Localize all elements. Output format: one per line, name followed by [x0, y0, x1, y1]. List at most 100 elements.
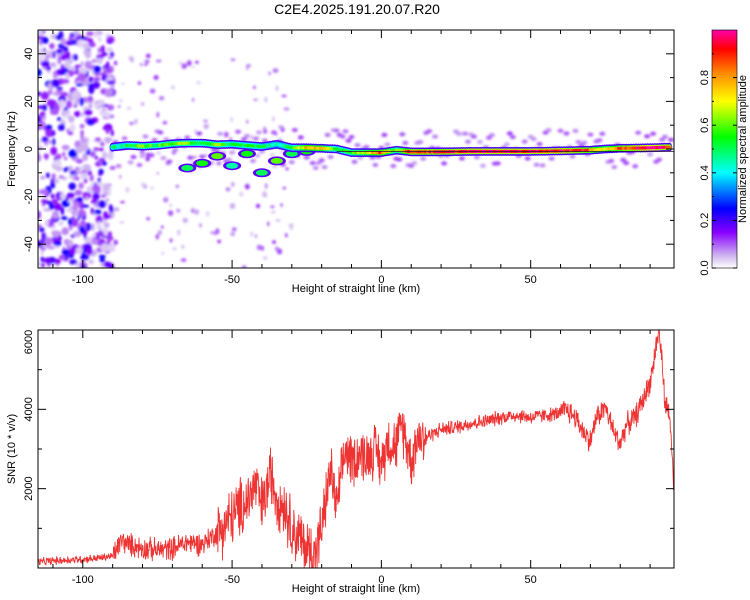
- noise-speckle: [84, 222, 92, 231]
- noise-speckle: [49, 43, 55, 50]
- noise-speckle: [92, 81, 101, 89]
- noise-speckle: [103, 261, 112, 268]
- noise-speckle: [88, 259, 95, 265]
- noise-speckle: [97, 221, 102, 229]
- noise-speckle: [54, 178, 60, 184]
- snr-ylabel: SNR (10 * v/v): [6, 414, 18, 484]
- ridge-haze: [494, 161, 501, 166]
- noise-speckle: [85, 151, 91, 156]
- noise-speckle: [75, 246, 83, 255]
- ridge-haze: [354, 143, 361, 148]
- ridge-haze: [241, 137, 247, 142]
- noise-speckle: [288, 223, 294, 227]
- ridge-haze: [539, 163, 546, 168]
- noise-speckle: [231, 227, 237, 232]
- noise-speckle: [194, 209, 200, 215]
- ridge-haze: [250, 158, 256, 163]
- snr-ytick-label: 6000: [23, 330, 35, 354]
- snr-xtick-label: 0: [378, 574, 384, 586]
- noise-speckle: [40, 249, 45, 256]
- noise-speckle: [42, 104, 47, 111]
- noise-speckle: [113, 207, 120, 212]
- noise-speckle: [52, 75, 59, 78]
- ridge-haze: [521, 139, 528, 144]
- noise-speckle: [282, 186, 286, 190]
- noise-speckle: [168, 210, 174, 217]
- ridge-haze: [372, 163, 379, 167]
- noise-speckle: [171, 85, 175, 90]
- noise-speckle: [91, 223, 95, 231]
- noise-speckle: [50, 146, 58, 156]
- ridge-haze: [309, 161, 316, 165]
- noise-speckle: [272, 240, 276, 244]
- noise-speckle: [100, 194, 107, 198]
- noise-speckle: [140, 63, 143, 67]
- colorbar-tick-label: 0.6: [699, 118, 711, 133]
- noise-speckle: [262, 194, 268, 198]
- noise-speckle: [285, 233, 288, 238]
- noise-speckle: [246, 66, 249, 71]
- noise-speckle: [72, 97, 77, 106]
- noise-speckle: [77, 73, 87, 82]
- ridge-haze: [488, 133, 495, 138]
- ridge-haze: [172, 147, 179, 152]
- spectrogram-xtick-label: -50: [224, 274, 240, 286]
- ridge-haze: [166, 159, 173, 164]
- lower-branch-blob: [285, 150, 298, 157]
- noise-speckle: [230, 116, 233, 123]
- noise-speckle: [72, 66, 76, 72]
- noise-speckle: [75, 176, 80, 181]
- spectrogram-ylabel: Frequency (Hz): [6, 111, 18, 187]
- noise-speckle: [56, 49, 63, 54]
- noise-speckle: [62, 46, 69, 53]
- noise-speckle: [75, 83, 84, 87]
- chart-title: C2E4.2025.191.20.07.R20: [274, 1, 440, 17]
- ridge-haze: [187, 155, 194, 160]
- noise-speckle: [169, 204, 173, 207]
- snr-plot-area: [38, 330, 674, 568]
- noise-speckle: [58, 175, 65, 179]
- noise-speckle: [156, 112, 160, 118]
- noise-speckle: [60, 190, 65, 198]
- noise-speckle: [60, 53, 68, 61]
- noise-speckle: [126, 106, 132, 110]
- noise-speckle: [43, 208, 52, 212]
- ridge-haze: [160, 156, 167, 161]
- noise-speckle: [44, 124, 53, 130]
- noise-speckle: [55, 153, 62, 160]
- noise-speckle: [58, 30, 64, 39]
- noise-speckle: [250, 135, 254, 139]
- ridge-haze: [253, 136, 259, 141]
- noise-speckle: [41, 37, 49, 44]
- noise-speckle: [108, 204, 113, 210]
- noise-speckle: [145, 156, 150, 162]
- noise-speckle: [113, 239, 118, 245]
- noise-speckle: [205, 210, 210, 217]
- noise-speckle: [48, 203, 55, 210]
- noise-speckle: [79, 124, 85, 129]
- noise-speckle: [246, 139, 252, 142]
- noise-speckle: [50, 62, 56, 67]
- noise-speckle: [68, 115, 75, 123]
- noise-speckle: [203, 119, 208, 123]
- ridge-haze: [459, 156, 465, 161]
- noise-speckle: [255, 154, 261, 158]
- noise-speckle: [107, 244, 115, 252]
- noise-speckle: [272, 165, 278, 168]
- noise-speckle: [129, 56, 134, 63]
- ridge-haze: [139, 154, 146, 158]
- noise-speckle: [40, 256, 45, 263]
- noise-speckle: [81, 204, 90, 208]
- noise-speckle: [38, 48, 43, 52]
- noise-speckle: [163, 197, 169, 203]
- lower-branch-blob: [181, 165, 194, 171]
- ridge-haze: [256, 130, 262, 135]
- noise-speckle: [97, 47, 102, 54]
- ridge-haze: [620, 157, 627, 162]
- ridge-haze: [581, 140, 588, 145]
- noise-speckle: [94, 137, 102, 142]
- ridge-haze: [408, 163, 415, 168]
- noise-speckle: [250, 231, 253, 237]
- noise-speckle: [57, 55, 62, 65]
- ridge-haze: [229, 150, 236, 155]
